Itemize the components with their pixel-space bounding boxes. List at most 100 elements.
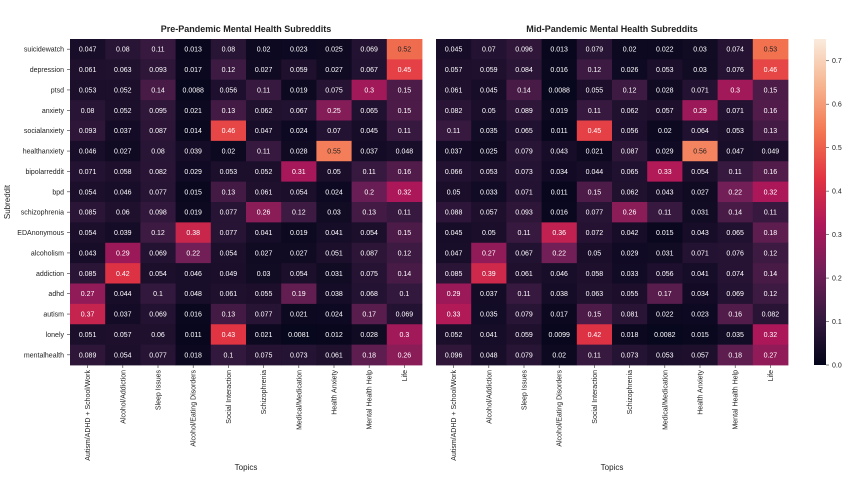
heatmap-cell xyxy=(752,344,789,366)
heatmap-cell xyxy=(246,202,282,223)
heatmap-cell xyxy=(576,303,613,325)
heatmap-cell xyxy=(647,100,683,121)
cell-value-label: 0.12 xyxy=(398,250,412,257)
heatmap-cell xyxy=(210,263,247,284)
cell-value-label: 0.29 xyxy=(447,291,461,298)
cell-value-label: 0.05 xyxy=(588,250,602,257)
cell-value-label: 0.06 xyxy=(151,332,165,339)
cell-value-label: 0.077 xyxy=(586,210,604,217)
y-tick-label: ptsd xyxy=(51,87,64,94)
cell-value-label: 0.03 xyxy=(693,67,707,74)
heatmap-cell xyxy=(210,181,247,203)
heatmap-cell xyxy=(246,344,282,366)
cell-value-label: 0.02 xyxy=(658,128,672,135)
colorbar-tick-label: 0.6 xyxy=(832,102,842,109)
cell-value-label: 0.025 xyxy=(480,149,498,156)
heatmap-cell xyxy=(576,79,613,101)
cell-value-label: 0.18 xyxy=(764,230,778,237)
cell-value-label: 0.0082 xyxy=(654,332,676,339)
cell-value-label: 0.077 xyxy=(149,189,167,196)
heatmap-cell xyxy=(647,181,683,203)
heatmap-cell xyxy=(281,59,317,81)
cell-value-label: 0.45 xyxy=(398,67,412,74)
heatmap-cell xyxy=(506,202,542,223)
heatmap-cell xyxy=(246,263,282,284)
cell-value-label: 0.061 xyxy=(515,271,533,278)
cell-value-label: 0.033 xyxy=(480,189,498,196)
heatmap-cell xyxy=(246,79,282,101)
cell-value-label: 0.11 xyxy=(447,128,460,135)
cell-value-label: 0.077 xyxy=(149,352,167,359)
heatmap-cell xyxy=(246,324,282,346)
cell-value-label: 0.11 xyxy=(398,128,411,135)
heatmap-cell xyxy=(210,222,247,244)
y-tick-label: bipolarreddit xyxy=(25,169,64,176)
cell-value-label: 0.063 xyxy=(114,67,132,74)
cell-value-label: 0.049 xyxy=(220,271,238,278)
heatmap-cell xyxy=(175,242,212,264)
cell-value-label: 0.033 xyxy=(621,271,639,278)
cell-value-label: 0.013 xyxy=(550,47,568,54)
heatmap-cell xyxy=(246,59,282,81)
cell-value-label: 0.067 xyxy=(515,250,533,257)
cell-value-label: 0.27 xyxy=(81,291,95,298)
cell-value-label: 0.018 xyxy=(621,332,639,339)
heatmap-cell xyxy=(316,120,352,142)
heatmap-cell xyxy=(436,283,472,305)
heatmap-cell xyxy=(351,344,388,366)
cell-value-label: 0.11 xyxy=(588,352,601,359)
heatmap-cell xyxy=(105,39,141,60)
heatmap-cell xyxy=(210,324,247,346)
heatmap-cell xyxy=(351,140,388,162)
cell-value-label: 0.054 xyxy=(149,271,167,278)
heatmap-cell xyxy=(576,222,613,244)
y-tick-label: mentalhealth xyxy=(24,352,64,359)
heatmap-cell xyxy=(316,59,352,81)
cell-value-label: 0.017 xyxy=(184,67,202,74)
cell-value-label: 0.069 xyxy=(726,291,744,298)
heatmap-cell xyxy=(506,324,542,346)
cell-value-label: 0.027 xyxy=(325,67,343,74)
cell-value-label: 0.069 xyxy=(396,312,414,319)
cell-value-label: 0.11 xyxy=(588,108,601,115)
heatmap-cell xyxy=(612,100,648,121)
heatmap-cell xyxy=(576,39,613,60)
heatmap-cell xyxy=(281,100,317,121)
cell-value-label: 0.064 xyxy=(691,128,709,135)
y-axis-title: Subreddit xyxy=(3,184,12,219)
heatmap-cell xyxy=(70,283,106,305)
heatmap-cell xyxy=(717,140,754,162)
cell-value-label: 0.079 xyxy=(515,149,533,156)
cell-value-label: 0.055 xyxy=(255,291,273,298)
cell-value-label: 0.11 xyxy=(517,291,530,298)
heatmap-cell xyxy=(717,181,754,203)
heatmap-cell xyxy=(612,222,648,244)
heatmap-cell xyxy=(316,344,352,366)
heatmap-cell xyxy=(351,161,388,183)
heatmap-cell xyxy=(647,140,683,162)
cell-value-label: 0.046 xyxy=(184,271,202,278)
heatmap-cell xyxy=(175,324,212,346)
y-tick-label: adhd xyxy=(48,291,64,298)
heatmap-cell xyxy=(386,202,423,223)
heatmap-cell xyxy=(140,202,176,223)
heatmap-cell xyxy=(717,100,754,121)
cell-value-label: 0.13 xyxy=(362,210,376,217)
heatmap-cell xyxy=(210,100,247,121)
cell-value-label: 0.011 xyxy=(551,128,568,135)
cell-value-label: 0.22 xyxy=(552,250,566,257)
heatmap-cell xyxy=(647,242,683,264)
cell-value-label: 0.028 xyxy=(360,332,378,339)
cell-value-label: 0.19 xyxy=(292,291,306,298)
heatmap-cell xyxy=(436,324,472,346)
heatmap-cell xyxy=(717,161,754,183)
cell-value-label: 0.07 xyxy=(482,47,496,54)
x-tick-label: Autism/ADHD + School/Work xyxy=(451,370,458,461)
cell-value-label: 0.076 xyxy=(726,67,744,74)
heatmap-cell xyxy=(175,181,212,203)
cell-value-label: 0.062 xyxy=(621,108,639,115)
cell-value-label: 0.027 xyxy=(255,250,273,257)
cell-value-label: 0.071 xyxy=(691,87,709,94)
heatmap-cell xyxy=(682,161,718,183)
heatmap-cell xyxy=(386,100,423,121)
